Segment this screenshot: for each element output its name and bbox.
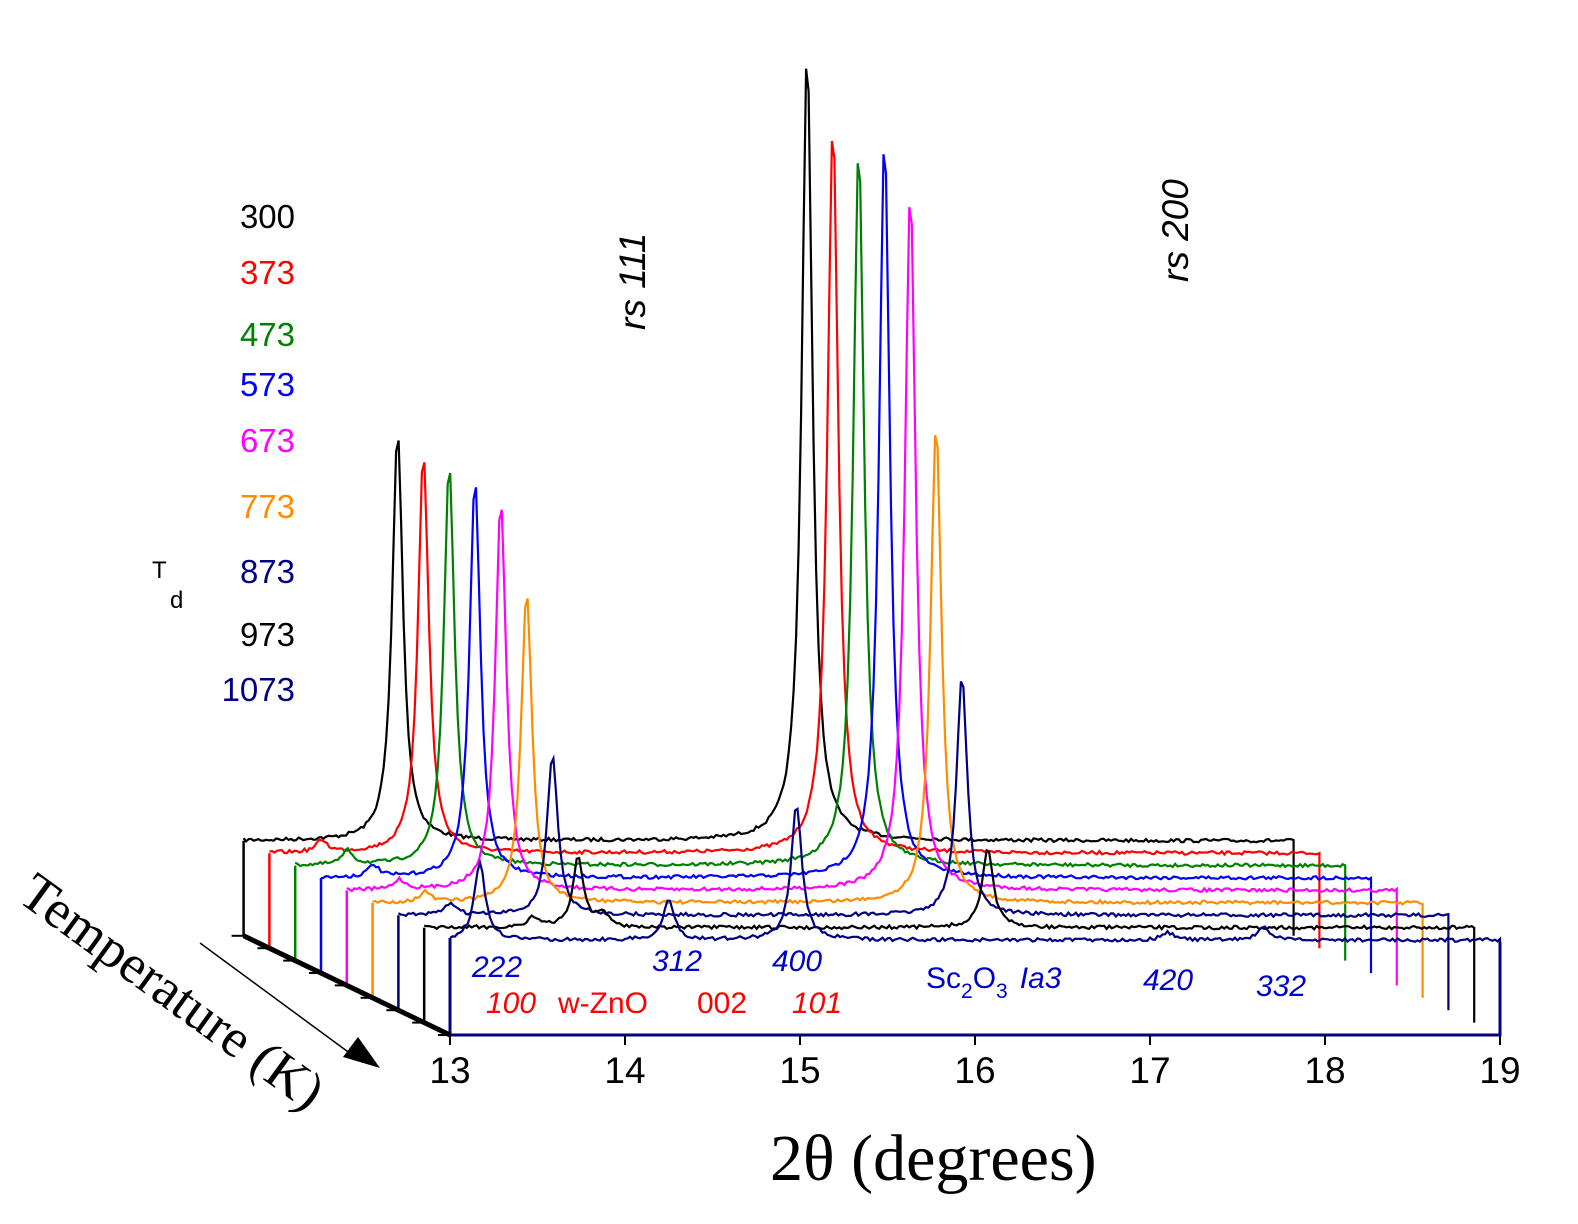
- sc2o3-400-label: 400: [772, 945, 822, 978]
- series-300-trace: [242, 68, 1295, 936]
- temperature-label-873: 873: [240, 553, 295, 590]
- series-973-trace: [424, 848, 1476, 1023]
- x-tick-label-13: 13: [429, 1050, 470, 1091]
- temperature-axis-label: Temperature (K): [9, 861, 336, 1121]
- series-373-trace: [269, 140, 1321, 949]
- zno-100-label: 100: [486, 987, 536, 1020]
- temperature-label-573: 573: [240, 366, 295, 403]
- front-frame: [231, 933, 1502, 1038]
- zno-101-label: 101: [792, 987, 842, 1020]
- depth-axis-subscript: d: [170, 587, 183, 614]
- x-axis-ticks: 13 14 15 16 17 18 19: [429, 1035, 1521, 1091]
- sc2o3-phase-label: Sc2O3 Ia3: [926, 962, 1062, 1003]
- temperature-label-473: 473: [240, 316, 295, 353]
- depth-axis-symbol: T: [152, 557, 167, 584]
- x-tick-label-18: 18: [1304, 1050, 1345, 1091]
- sc2o3-332-label: 332: [1256, 970, 1306, 1003]
- series-873-trace: [397, 680, 1450, 1011]
- sc2o3-222-label: 222: [471, 951, 522, 984]
- rs-200-label: rs 200: [1155, 179, 1196, 282]
- temperature-axis-line: [199, 942, 356, 1058]
- temperature-label-773: 773: [240, 488, 295, 525]
- x-tick-label-19: 19: [1479, 1050, 1520, 1091]
- series-1073-trace: [449, 807, 1502, 1035]
- temperature-label-300: 300: [240, 198, 295, 235]
- temperature-label-973: 973: [240, 616, 295, 653]
- series-573-trace: [320, 154, 1373, 973]
- x-tick-label-14: 14: [604, 1050, 645, 1091]
- temperature-label-373: 373: [240, 254, 295, 291]
- temperature-labels: 300 373 473 573 673 773 873 973 1073: [222, 198, 295, 708]
- temperature-axis-arrowhead: [343, 1037, 380, 1068]
- x-tick-label-17: 17: [1129, 1050, 1170, 1091]
- series-traces: [242, 68, 1502, 1035]
- rs-111-label: rs 111: [612, 233, 653, 330]
- series-673-trace: [346, 207, 1398, 986]
- zno-002-label: 002: [697, 987, 747, 1020]
- x-tick-label-16: 16: [954, 1050, 995, 1091]
- series-473-trace: [294, 163, 1347, 961]
- series-773-trace: [372, 434, 1424, 998]
- x-axis-label: 2θ (degrees): [770, 1122, 1097, 1195]
- zno-phase-label: w-ZnO: [557, 987, 648, 1020]
- temperature-label-673: 673: [240, 422, 295, 459]
- x-tick-label-15: 15: [779, 1050, 820, 1091]
- sc2o3-312-label: 312: [652, 945, 702, 978]
- temperature-label-1073: 1073: [222, 671, 295, 708]
- sc2o3-420-label: 420: [1143, 964, 1193, 997]
